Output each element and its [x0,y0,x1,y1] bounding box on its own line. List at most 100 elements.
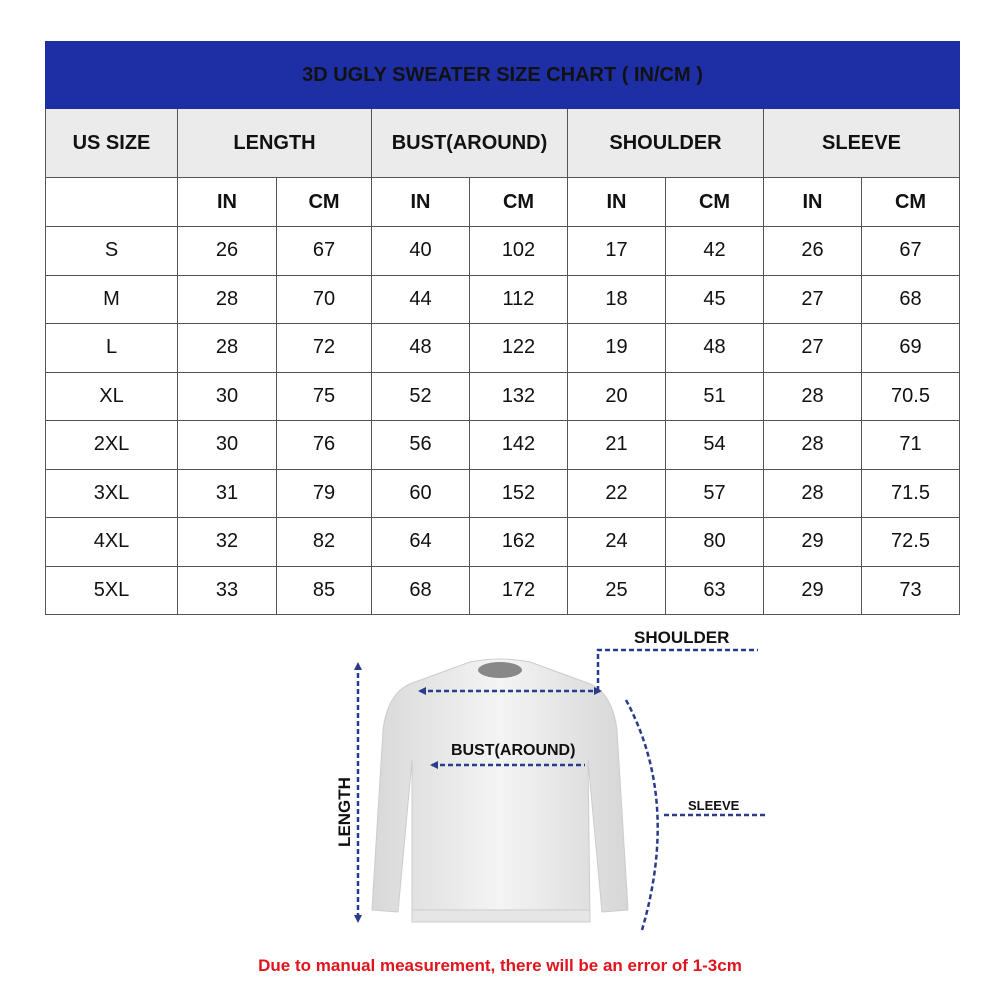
value-cell: 28 [763,468,862,518]
value-cell: 132 [469,371,568,421]
label-shoulder: SHOULDER [634,628,730,647]
value-cell: 21 [567,420,666,470]
value-cell: 71.5 [861,468,960,518]
table-row: L 28 72 48 122 19 48 27 69 [45,323,960,373]
table-row: S 26 67 40 102 17 42 26 67 [45,226,960,276]
table-row: 3XL 31 79 60 152 22 57 28 71.5 [45,468,960,518]
value-cell: 80 [665,517,764,567]
value-cell: 75 [276,371,372,421]
value-cell: 67 [861,226,960,276]
unit-cm: CM [276,177,372,227]
header-shoulder: SHOULDER [567,108,764,178]
value-cell: 85 [276,565,372,615]
size-cell: 3XL [45,468,178,518]
value-cell: 27 [763,323,862,373]
value-cell: 48 [371,323,470,373]
value-cell: 122 [469,323,568,373]
value-cell: 28 [177,323,277,373]
value-cell: 48 [665,323,764,373]
unit-cm: CM [469,177,568,227]
value-cell: 25 [567,565,666,615]
unit-cm: CM [861,177,960,227]
header-row: US SIZE LENGTH BUST(AROUND) SHOULDER SLE… [45,108,960,178]
value-cell: 32 [177,517,277,567]
chart-title: 3D UGLY SWEATER SIZE CHART ( IN/CM ) [45,41,960,109]
header-bust: BUST(AROUND) [371,108,568,178]
unit-in: IN [371,177,470,227]
value-cell: 112 [469,274,568,324]
value-cell: 142 [469,420,568,470]
value-cell: 64 [371,517,470,567]
value-cell: 26 [763,226,862,276]
value-cell: 172 [469,565,568,615]
value-cell: 22 [567,468,666,518]
value-cell: 68 [371,565,470,615]
value-cell: 27 [763,274,862,324]
header-length: LENGTH [177,108,372,178]
label-length: LENGTH [334,777,354,847]
value-cell: 52 [371,371,470,421]
value-cell: 152 [469,468,568,518]
value-cell: 56 [371,420,470,470]
unit-in: IN [177,177,277,227]
value-cell: 19 [567,323,666,373]
value-cell: 73 [861,565,960,615]
value-cell: 29 [763,565,862,615]
value-cell: 72 [276,323,372,373]
measurement-note: Due to manual measurement, there will be… [258,956,742,975]
value-cell: 28 [177,274,277,324]
value-cell: 33 [177,565,277,615]
value-cell: 68 [861,274,960,324]
size-cell: 4XL [45,517,178,567]
size-cell: 2XL [45,420,178,470]
value-cell: 76 [276,420,372,470]
value-cell: 17 [567,226,666,276]
table-row: 2XL 30 76 56 142 21 54 28 71 [45,420,960,470]
value-cell: 29 [763,517,862,567]
size-cell: 5XL [45,565,178,615]
value-cell: 60 [371,468,470,518]
header-us-size: US SIZE [45,108,178,178]
value-cell: 28 [763,371,862,421]
table-row: 5XL 33 85 68 172 25 63 29 73 [45,565,960,615]
value-cell: 24 [567,517,666,567]
value-cell: 42 [665,226,764,276]
value-cell: 30 [177,420,277,470]
unit-in: IN [567,177,666,227]
value-cell: 79 [276,468,372,518]
value-cell: 51 [665,371,764,421]
value-cell: 57 [665,468,764,518]
value-cell: 28 [763,420,862,470]
value-cell: 82 [276,517,372,567]
value-cell: 40 [371,226,470,276]
value-cell: 69 [861,323,960,373]
collar [478,662,522,678]
value-cell: 30 [177,371,277,421]
value-cell: 63 [665,565,764,615]
sweater-illustration [354,648,765,931]
unit-blank [45,177,178,227]
value-cell: 102 [469,226,568,276]
value-cell: 45 [665,274,764,324]
value-cell: 162 [469,517,568,567]
value-cell: 20 [567,371,666,421]
unit-in: IN [763,177,862,227]
value-cell: 70.5 [861,371,960,421]
value-cell: 31 [177,468,277,518]
value-cell: 44 [371,274,470,324]
size-cell: L [45,323,178,373]
unit-row: IN CM IN CM IN CM IN CM [45,177,960,227]
unit-cm: CM [665,177,764,227]
header-sleeve: SLEEVE [763,108,960,178]
size-cell: S [45,226,178,276]
label-sleeve: SLEEVE [688,798,740,813]
table-row: M 28 70 44 112 18 45 27 68 [45,274,960,324]
sweater-body [371,658,629,921]
value-cell: 54 [665,420,764,470]
size-cell: M [45,274,178,324]
table-row: XL 30 75 52 132 20 51 28 70.5 [45,371,960,421]
size-cell: XL [45,371,178,421]
value-cell: 67 [276,226,372,276]
value-cell: 71 [861,420,960,470]
